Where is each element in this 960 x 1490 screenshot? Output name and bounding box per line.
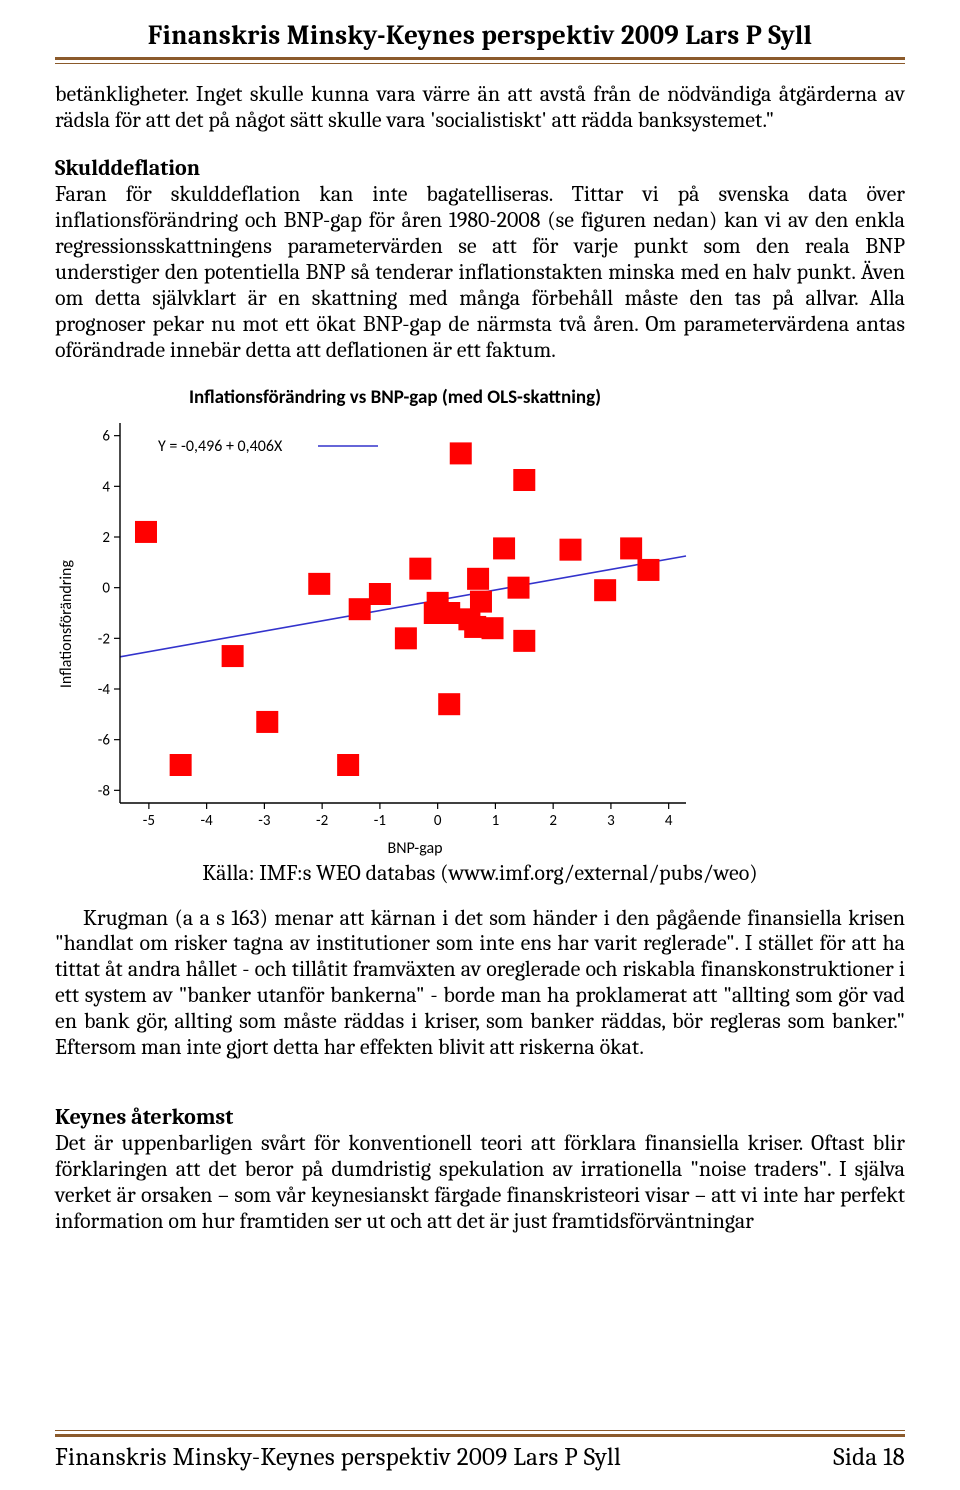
svg-text:4: 4 (665, 812, 673, 830)
paragraph-keynes: Det är uppenbarligen svårt för konventio… (55, 1131, 905, 1235)
scatter-chart: -8 -6 -4 -2 0 2 4 6 -5 -4 -3 -2 -1 0 1 2 3 4 Y = -0,496 + … (76, 413, 696, 833)
chart-container: Inflationsförändring vs BNP-gap (med OLS… (55, 386, 735, 858)
svg-text:-6: -6 (98, 731, 111, 749)
section-heading-skulddeflation: Skulddeflation (55, 156, 905, 182)
footer-page-number: Sida 18 (833, 1443, 905, 1472)
svg-text:-4: -4 (201, 812, 214, 830)
paragraph-skulddeflation: Faran för skulddeflation kan inte bagate… (55, 182, 905, 364)
svg-text:6: 6 (102, 427, 110, 445)
footer-left-text: Finanskris Minsky-Keynes perspektiv 2009… (55, 1443, 621, 1472)
svg-text:-8: -8 (98, 782, 110, 800)
header-rule-thick (55, 57, 905, 60)
svg-text:4: 4 (102, 478, 110, 496)
svg-text:-2: -2 (98, 630, 110, 648)
chart-title: Inflationsförändring vs BNP-gap (med OLS… (55, 386, 735, 409)
section-heading-keynes: Keynes återkomst (55, 1105, 905, 1131)
chart-xlabel: BNP-gap (95, 839, 735, 858)
footer-rule-thick (55, 1434, 905, 1437)
svg-text:-1: -1 (374, 812, 386, 830)
svg-text:2: 2 (549, 812, 557, 830)
svg-text:1: 1 (492, 812, 500, 830)
paragraph-intro: betänkligheter. Inget skulle kunna vara … (55, 82, 905, 134)
svg-text:Y = -0,496 + 0,406X: Y = -0,496 + 0,406X (158, 437, 283, 456)
svg-text:2: 2 (102, 529, 110, 547)
svg-text:0: 0 (102, 579, 110, 597)
svg-text:0: 0 (434, 812, 442, 830)
chart-ylabel: Inflationsförändring (55, 560, 76, 688)
svg-text:-4: -4 (98, 681, 111, 699)
page-footer: Finanskris Minsky-Keynes perspektiv 2009… (55, 1430, 905, 1472)
svg-text:3: 3 (607, 812, 615, 830)
header-rule-thin (55, 63, 905, 64)
footer-rule-thin (55, 1430, 905, 1431)
chart-caption: Källa: IMF:s WEO databas (www.imf.org/ex… (55, 860, 905, 886)
svg-text:-3: -3 (258, 812, 271, 830)
paragraph-krugman: Krugman (a a s 163) menar att kärnan i d… (55, 906, 905, 1062)
svg-text:-5: -5 (143, 812, 155, 830)
page-header-title: Finanskris Minsky-Keynes perspektiv 2009… (55, 20, 905, 57)
svg-text:-2: -2 (316, 812, 328, 830)
